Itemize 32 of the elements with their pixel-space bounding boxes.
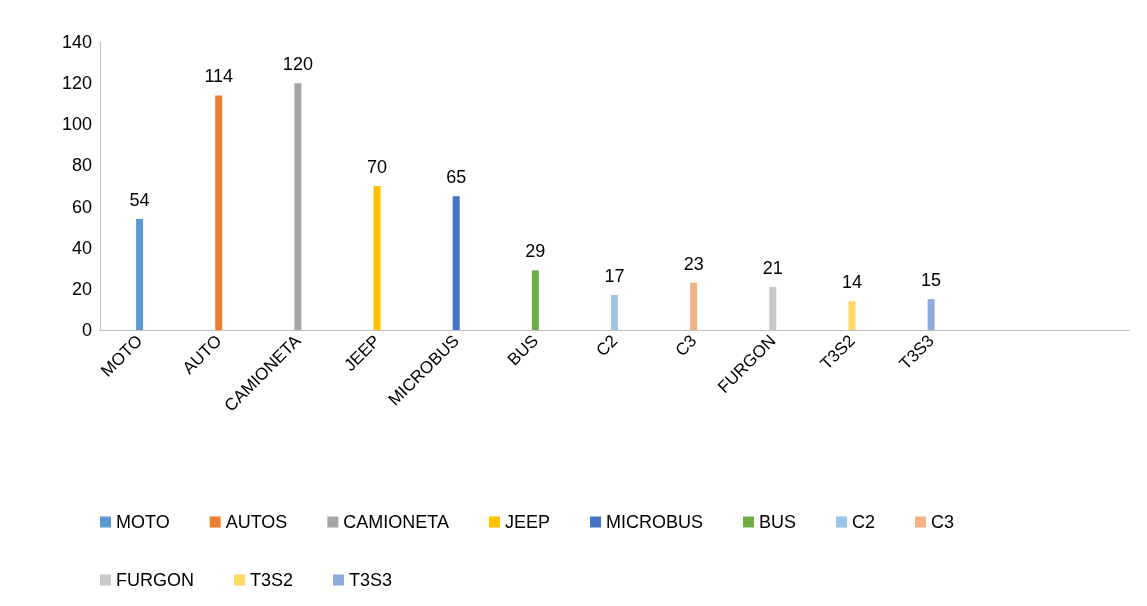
data-label: 17 — [604, 266, 625, 287]
y-tick-label: 120 — [61, 73, 92, 94]
y-tick-label: 140 — [61, 32, 92, 52]
x-tick-label: C2 — [592, 331, 622, 361]
legend-label: MOTO — [116, 512, 170, 532]
y-tick-label: 0 — [81, 320, 92, 340]
data-label: 65 — [446, 167, 467, 188]
legend-label: CAMIONETA — [343, 512, 450, 532]
legend-label: FURGON — [116, 570, 194, 590]
data-label: 120 — [282, 54, 313, 75]
data-label: 23 — [683, 253, 704, 274]
x-tick-label: C3 — [671, 331, 701, 361]
data-label: 70 — [367, 157, 388, 177]
legend-label: T3S3 — [349, 570, 393, 590]
legend-label: T3S2 — [249, 570, 294, 590]
legend-label: JEEP — [505, 512, 551, 532]
data-label: 21 — [762, 257, 783, 278]
data-label: 29 — [525, 241, 546, 262]
data-label: 54 — [129, 189, 150, 210]
y-tick-label: 80 — [71, 155, 92, 176]
y-tick-label: 100 — [61, 114, 92, 135]
y-tick-label: 20 — [71, 278, 92, 299]
legend-label: C2 — [852, 512, 876, 532]
y-tick-label: 60 — [71, 196, 92, 217]
legend-label: MICROBUS — [606, 512, 704, 532]
legend-label: C3 — [931, 512, 955, 532]
data-label: 15 — [921, 270, 942, 291]
y-tick-label: 40 — [71, 237, 92, 258]
legend-label: AUTOS — [225, 512, 288, 532]
data-label: 14 — [841, 272, 862, 293]
legend-label: BUS — [759, 512, 797, 532]
data-label: 114 — [204, 66, 234, 87]
